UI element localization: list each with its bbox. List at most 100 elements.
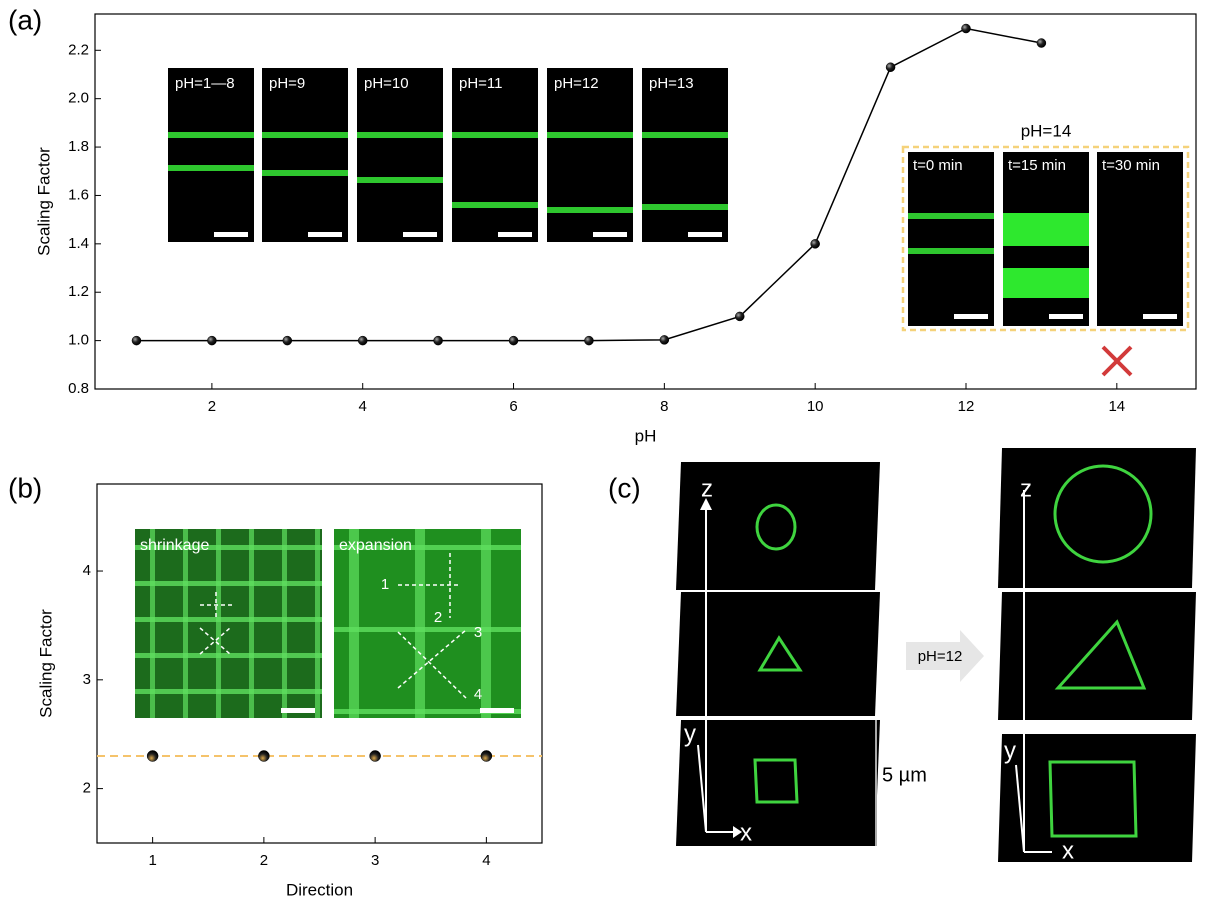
- data-point: [735, 312, 744, 321]
- data-point: [132, 336, 141, 345]
- data-point: [358, 336, 367, 345]
- swollen-stripe: [1003, 213, 1089, 246]
- stripe: [357, 177, 443, 183]
- stripe: [452, 202, 538, 208]
- grid-stripe: [415, 529, 425, 718]
- grid-stripe: [135, 581, 322, 586]
- stripe: [547, 132, 633, 138]
- inset-label: pH=10: [364, 75, 409, 92]
- x-tick-label: 3: [371, 852, 379, 869]
- swollen-stripe: [1003, 268, 1089, 298]
- data-point: [258, 750, 269, 761]
- grid-stripe: [150, 529, 155, 718]
- inset-label: shrinkage: [140, 537, 209, 554]
- data-point: [509, 336, 518, 345]
- stripe: [262, 132, 348, 138]
- direction-label: 3: [474, 624, 482, 641]
- inset-label: t=15 min: [1008, 157, 1066, 174]
- inset-label: t=30 min: [1102, 157, 1160, 174]
- data-point: [660, 335, 669, 344]
- micrograph: [547, 68, 633, 242]
- scale-label: 5 µm: [882, 764, 927, 786]
- grid-stripe: [183, 529, 188, 718]
- axis-label: y: [684, 720, 696, 747]
- scale-bar: [688, 232, 722, 237]
- stripe: [908, 213, 994, 219]
- y-tick-label: 2: [83, 780, 91, 797]
- stripe: [642, 204, 728, 210]
- scale-bar: [480, 708, 514, 713]
- x-tick-label: 6: [509, 398, 517, 415]
- axis-label: x: [1062, 837, 1074, 864]
- y-tick-label: 1.0: [68, 332, 89, 349]
- grid-stripe: [315, 529, 320, 718]
- data-point: [1037, 39, 1046, 48]
- grid-stripe: [135, 617, 322, 622]
- y-axis-label: Scaling Factor: [36, 609, 55, 718]
- data-point: [886, 63, 895, 72]
- image-square: [998, 734, 1196, 862]
- x-tick-label: 2: [260, 852, 268, 869]
- y-tick-label: 4: [83, 562, 91, 579]
- micrograph: [357, 68, 443, 242]
- x-tick-label: 4: [359, 398, 367, 415]
- micrograph: [334, 529, 521, 718]
- micrograph: [642, 68, 728, 242]
- axis-label: z: [701, 475, 713, 502]
- scale-bar: [593, 232, 627, 237]
- grid-stripe: [135, 689, 322, 694]
- scale-bar: [214, 232, 248, 237]
- page: (a) (b) (c) z y x 5 µm pH=12 z y x pH=1—…: [0, 0, 1206, 904]
- direction-label: 1: [381, 576, 389, 593]
- inset-label: expansion: [339, 537, 412, 554]
- scale-bar: [308, 232, 342, 237]
- y-tick-label: 1.6: [68, 186, 89, 203]
- data-point: [147, 750, 158, 761]
- axis-label: x: [740, 819, 752, 846]
- inset-label: pH=11: [459, 75, 503, 92]
- inset-label: pH=9: [269, 75, 305, 92]
- x-tick-label: 2: [208, 398, 216, 415]
- panel-label: (a): [8, 4, 42, 35]
- scale-bar: [1049, 314, 1083, 319]
- x-tick-label: 10: [807, 398, 824, 415]
- data-point: [434, 336, 443, 345]
- scale-bar: [1143, 314, 1177, 319]
- x-tick-label: 8: [660, 398, 668, 415]
- micrograph: [262, 68, 348, 242]
- inset-label: pH=1—8: [175, 75, 235, 92]
- stripe: [452, 132, 538, 138]
- axis-label: z: [1020, 475, 1032, 502]
- scale-bar: [403, 232, 437, 237]
- y-tick-label: 2.0: [68, 90, 89, 107]
- grid-stripe: [349, 529, 359, 718]
- x-tick-label: 12: [958, 398, 975, 415]
- panel-label: (c): [608, 472, 641, 503]
- scale-bar: [954, 314, 988, 319]
- y-tick-label: 0.8: [68, 380, 89, 397]
- x-axis-label: pH: [635, 426, 657, 445]
- micrograph: [452, 68, 538, 242]
- stripe: [547, 207, 633, 213]
- inset-label: t=0 min: [913, 157, 963, 174]
- micrograph: [908, 152, 994, 326]
- y-tick-label: 3: [83, 671, 91, 688]
- data-point: [370, 750, 381, 761]
- stripe: [908, 248, 994, 254]
- figure: (a) (b) (c) z y x 5 µm pH=12 z y x pH=1—…: [0, 0, 1206, 904]
- grid-stripe: [135, 653, 322, 658]
- stripe: [168, 132, 254, 138]
- inset-label: pH=12: [554, 75, 599, 92]
- grid-stripe: [216, 529, 221, 718]
- data-point: [207, 336, 216, 345]
- stripe: [168, 165, 254, 171]
- y-axis-label: Scaling Factor: [34, 147, 53, 256]
- scale-bar: [281, 708, 315, 713]
- grid-stripe: [282, 529, 287, 718]
- direction-label: 4: [474, 686, 482, 703]
- y-tick-label: 2.2: [68, 41, 89, 58]
- image-z-circle: [998, 448, 1196, 588]
- data-point: [283, 336, 292, 345]
- y-tick-label: 1.4: [68, 235, 89, 252]
- grid-stripe: [249, 529, 254, 718]
